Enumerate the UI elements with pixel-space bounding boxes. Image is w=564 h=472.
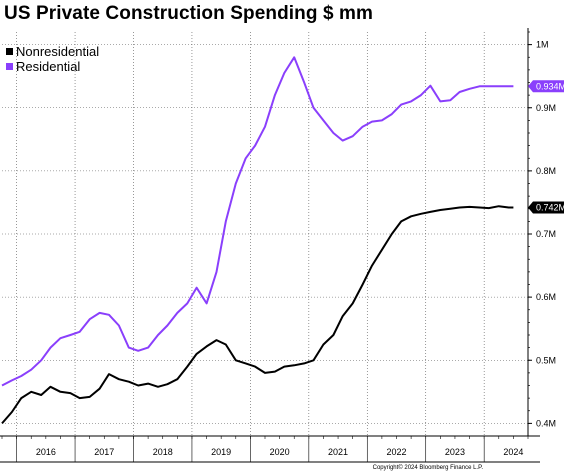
last-value-tag-nonresidential: 0.742M [528,201,564,214]
y-tick-label: 0.7M [536,229,556,239]
legend-item-nonresidential: Nonresidential [6,44,99,59]
x-tick-label: 2021 [328,447,348,457]
y-tick-label: 0.8M [536,166,556,176]
legend-label: Residential [16,59,80,74]
x-tick-label: 2019 [211,447,231,457]
x-tick-label: 2023 [445,447,465,457]
x-tick-label: 2022 [386,447,406,457]
y-tick-label: 0.9M [536,103,556,113]
legend-swatch [6,48,13,55]
legend-item-residential: Residential [6,59,80,74]
y-tick-label: 0.5M [536,355,556,365]
series-line-nonresidential [1,205,514,425]
last-value-tag-bg [528,201,564,214]
x-tick-label: 2017 [94,447,114,457]
series-line-residential [1,56,514,387]
last-value-label: 0.934M [536,81,564,91]
y-tick-label: 0.4M [536,418,556,428]
legend-swatch [6,63,13,70]
last-value-tag-bg [528,80,564,93]
chart-title: US Private Construction Spending $ mm [4,3,373,24]
x-tick-label: 2020 [270,447,290,457]
y-tick-label: 1M [536,40,549,50]
last-value-tag-residential: 0.934M [528,80,564,93]
last-value-label: 0.742M [536,202,564,212]
copyright-annotation: Copyright© 2024 Bloomberg Finance L.P. [373,464,484,471]
x-tick-label: 2016 [36,447,56,457]
x-tick-label: 2024 [503,447,523,457]
x-tick-label: 2018 [153,447,173,457]
y-tick-label: 0.6M [536,292,556,302]
legend-label: Nonresidential [16,44,99,59]
